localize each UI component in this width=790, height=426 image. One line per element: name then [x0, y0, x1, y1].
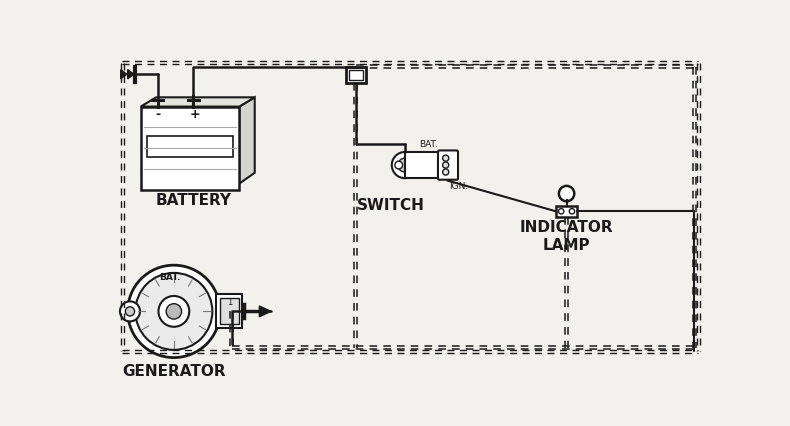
Circle shape [120, 301, 140, 321]
Circle shape [570, 209, 574, 214]
Circle shape [442, 169, 449, 175]
Circle shape [559, 186, 574, 201]
Circle shape [395, 161, 403, 169]
Circle shape [159, 296, 190, 327]
FancyBboxPatch shape [141, 106, 239, 190]
Text: 1: 1 [227, 298, 232, 307]
FancyBboxPatch shape [556, 206, 577, 217]
FancyBboxPatch shape [438, 150, 458, 180]
FancyBboxPatch shape [404, 152, 439, 178]
Text: BAT.: BAT. [419, 140, 438, 149]
Text: BATTERY: BATTERY [156, 193, 232, 208]
Circle shape [392, 152, 418, 178]
Text: -: - [155, 108, 160, 121]
Text: INDICATOR
LAMP: INDICATOR LAMP [520, 220, 613, 253]
FancyBboxPatch shape [348, 69, 363, 81]
Circle shape [442, 155, 449, 161]
Text: BAT.: BAT. [160, 273, 181, 282]
Circle shape [166, 304, 182, 319]
Polygon shape [141, 97, 254, 106]
Text: IGN.: IGN. [450, 182, 468, 191]
Circle shape [128, 265, 220, 357]
FancyBboxPatch shape [147, 136, 233, 157]
Text: SWITCH: SWITCH [357, 198, 425, 213]
Circle shape [398, 158, 412, 172]
Polygon shape [239, 97, 254, 184]
Text: +: + [190, 108, 201, 121]
Circle shape [559, 209, 564, 214]
Polygon shape [128, 69, 134, 79]
FancyBboxPatch shape [345, 66, 366, 83]
Polygon shape [121, 69, 127, 79]
Polygon shape [259, 306, 271, 317]
Text: GENERATOR: GENERATOR [122, 364, 226, 379]
Circle shape [442, 162, 449, 168]
FancyBboxPatch shape [220, 298, 239, 325]
Circle shape [126, 307, 134, 316]
FancyBboxPatch shape [216, 294, 243, 328]
Circle shape [135, 273, 213, 350]
